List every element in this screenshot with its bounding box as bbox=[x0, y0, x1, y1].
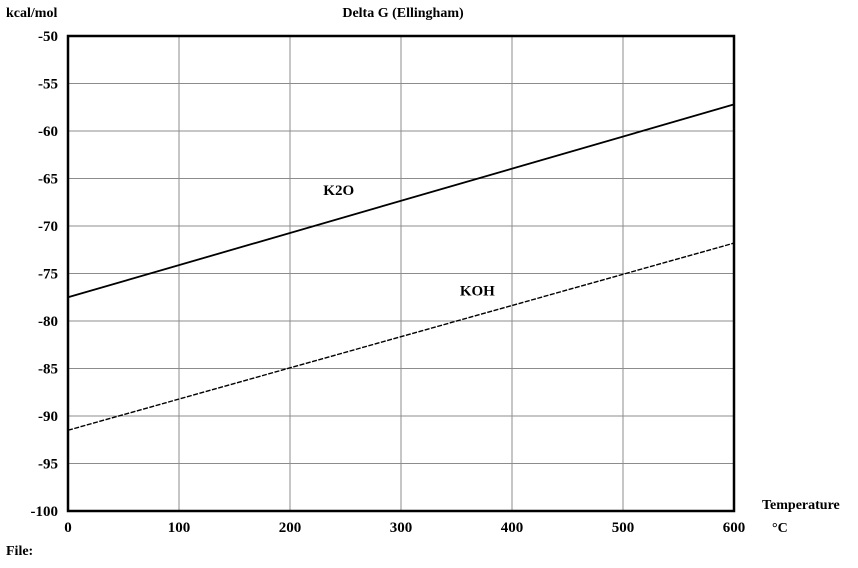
y-tick-label: -75 bbox=[38, 267, 58, 283]
x-tick-label: 300 bbox=[390, 520, 413, 536]
x-axis-unit: °C bbox=[772, 521, 788, 536]
y-tick-label: -95 bbox=[38, 457, 58, 473]
series-line-k2o bbox=[67, 103, 735, 299]
y-tick-label: -65 bbox=[38, 172, 58, 188]
x-tick-label: 200 bbox=[279, 520, 302, 536]
y-tick-label: -80 bbox=[38, 314, 58, 330]
x-tick-label: 500 bbox=[612, 520, 635, 536]
series-labels: K2O KOH bbox=[323, 183, 495, 300]
x-tick-label: 100 bbox=[168, 520, 191, 536]
y-tick-label: -55 bbox=[38, 77, 58, 93]
y-tick-label: -70 bbox=[38, 219, 58, 235]
y-tick-label: -50 bbox=[38, 29, 58, 45]
series-label-k2o: K2O bbox=[323, 183, 354, 199]
y-axis-label: kcal/mol bbox=[6, 6, 57, 21]
y-tick-label: -90 bbox=[38, 409, 58, 425]
plot-frame bbox=[66, 34, 736, 513]
series-line-koh bbox=[67, 242, 735, 431]
y-tick-label: -60 bbox=[38, 124, 58, 140]
x-tick-labels: 0 100 200 300 400 500 600 bbox=[64, 520, 745, 536]
file-footer: File: bbox=[6, 544, 34, 559]
y-tick-labels: -50 -55 -60 -65 -70 -75 -80 -85 -90 -95 -100 bbox=[31, 29, 59, 520]
y-tick-label: -100 bbox=[31, 504, 59, 520]
series-lines bbox=[67, 103, 735, 431]
grid-lines bbox=[68, 36, 734, 511]
chart-title: Delta G (Ellingham) bbox=[342, 6, 464, 21]
x-axis-label: Temperature bbox=[762, 498, 840, 513]
x-tick-label: 0 bbox=[64, 520, 72, 536]
x-tick-label: 400 bbox=[501, 520, 524, 536]
y-tick-label: -85 bbox=[38, 362, 58, 378]
x-tick-label: 600 bbox=[723, 520, 746, 536]
series-label-koh: KOH bbox=[460, 284, 495, 300]
